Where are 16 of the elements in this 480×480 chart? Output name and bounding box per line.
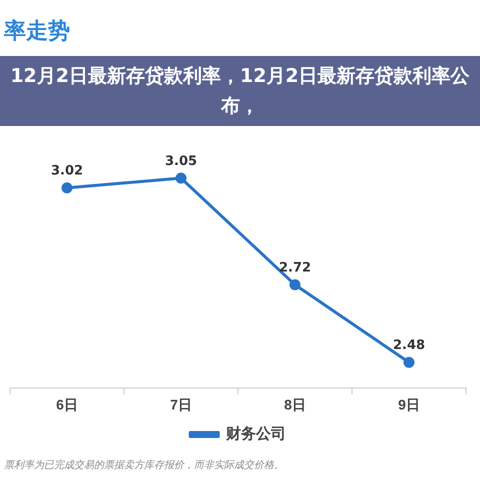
x-tick-label: 6日 xyxy=(56,396,78,412)
point xyxy=(62,182,72,194)
text: 12月2日最新存贷款利率，12月2日最新存贷款利率公布， xyxy=(0,56,480,126)
point xyxy=(176,172,186,184)
x-tick-label: 7日 xyxy=(170,396,192,412)
data-label: 3.02 xyxy=(50,164,84,179)
x-tick-label: 9日 xyxy=(398,396,420,412)
x-tick-label: 8日 xyxy=(284,396,306,412)
data-label: 3.05 xyxy=(164,154,198,170)
chart-title: 率走势 xyxy=(4,18,70,46)
data-label: 2.48 xyxy=(392,338,426,354)
point xyxy=(404,356,414,368)
data-label: 2.72 xyxy=(278,260,312,276)
legend-label: 财务公司 xyxy=(224,426,286,443)
point xyxy=(290,279,300,290)
text: 票利率为已完成交易的票据卖方库存报价，而非实际成交价格。 xyxy=(4,458,284,472)
